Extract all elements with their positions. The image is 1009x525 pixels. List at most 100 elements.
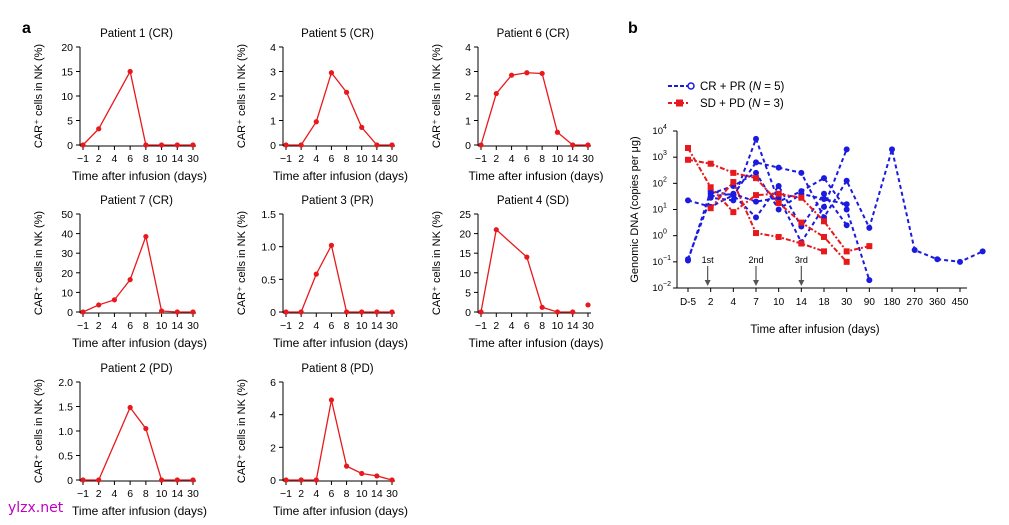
x-tick-label: 6 [524, 320, 530, 332]
y-tick-label: 0 [270, 140, 276, 152]
data-point [343, 463, 350, 469]
data-point [283, 477, 289, 483]
data-point [570, 309, 576, 315]
x-tick-label: −1 [280, 488, 292, 500]
data-point [866, 277, 873, 284]
y-tick-label: 10 [652, 205, 663, 216]
x-tick-label: 4 [509, 153, 515, 165]
data-point [190, 142, 196, 148]
x-tick-label: 30 [386, 153, 398, 165]
chart-title: Patient 3 (PR) [301, 195, 373, 207]
data-point [313, 271, 319, 277]
y-tick-label: 0 [67, 140, 73, 152]
x-axis-label: Time after infusion (days) [469, 169, 604, 183]
x-axis-label: Time after infusion (days) [72, 336, 207, 350]
data-point [328, 70, 335, 76]
data-point [374, 473, 380, 479]
patient-chart-5: 0 0.5 1.0 1.5 −1 2 4 6 8 10 14 30 Patient 3 (PR) Time… [236, 195, 408, 350]
data-point [798, 194, 805, 201]
y-tick-label: 2 [465, 91, 471, 103]
series-line [687, 184, 848, 261]
y-tick-label: 1.5 [261, 209, 276, 221]
x-tick-label: 2 [96, 488, 102, 500]
data-point [143, 425, 149, 432]
y-axis-label: CAR⁺ cells in NK (%) [431, 44, 443, 148]
x-axis-label: Time after infusion (days) [273, 504, 408, 518]
y-tick-label: 2 [270, 91, 276, 103]
x-tick-label: 10 [356, 320, 368, 332]
data-point [911, 247, 918, 254]
chart-title: Patient 6 (CR) [497, 28, 570, 40]
x-tick-label: −1 [77, 488, 89, 500]
data-point [313, 119, 319, 125]
data-point [843, 201, 850, 208]
x-tick-label: 14 [171, 153, 183, 165]
y-tick-label: 10 [652, 283, 663, 294]
x-tick-label: 4 [509, 320, 515, 332]
x-tick-label: 30 [187, 488, 199, 500]
x-tick-label: 6 [329, 320, 335, 332]
x-tick-label: 10 [356, 488, 368, 500]
x-tick-label: 30 [187, 320, 199, 332]
chart-title: Patient 2 (PD) [100, 363, 172, 375]
chart-title: Patient 8 (PD) [301, 363, 373, 375]
legend-label: SD + PD (N = 3) [700, 98, 784, 110]
y-tick-label: 3 [270, 67, 276, 79]
data-point [389, 142, 395, 148]
y-tick-label: 0.5 [261, 274, 276, 286]
y-tick-label: 15 [459, 248, 471, 260]
x-tick-label: 2 [298, 153, 304, 165]
x-tick-label: 6 [127, 320, 133, 332]
panel-b-label: b [628, 20, 638, 37]
data-point [798, 219, 805, 226]
x-tick-label: 8 [143, 488, 149, 500]
data-point [127, 277, 133, 283]
x-tick-label: −1 [280, 153, 292, 165]
x-tick-label: 14 [371, 488, 383, 500]
data-point [866, 243, 873, 250]
x-tick-label: −1 [77, 320, 89, 332]
y-tick-label: 10 [61, 91, 73, 103]
y-tick-label: 4 [270, 42, 276, 54]
data-point [753, 214, 759, 221]
data-point [478, 142, 484, 148]
series-line [286, 399, 393, 481]
x-axis-label: Time after infusion (days) [72, 169, 207, 183]
chart-title: Patient 5 (CR) [301, 28, 374, 40]
data-point [524, 70, 530, 76]
data-point [957, 258, 963, 265]
x-tick-label: 30 [187, 153, 199, 165]
y-tick-label: 1.0 [261, 242, 276, 254]
y-tick-label: 25 [459, 209, 471, 221]
x-tick-label: D-5 [680, 297, 697, 308]
x-tick-label: 30 [386, 320, 398, 332]
x-tick-label: 4 [731, 297, 737, 308]
x-tick-label: 180 [884, 297, 901, 308]
x-tick-label: 8 [539, 153, 545, 165]
x-axis-label: Time after infusion (days) [273, 169, 408, 183]
data-point [685, 156, 691, 163]
x-tick-label: 2 [493, 153, 499, 165]
x-tick-label: 360 [929, 297, 946, 308]
data-point [707, 205, 714, 212]
y-tick-label: 0 [465, 307, 471, 319]
data-point [80, 477, 86, 483]
data-point [127, 404, 133, 411]
y-tick-label: 10 [61, 287, 73, 299]
data-point [570, 142, 576, 148]
series-line [687, 158, 848, 263]
y-axis-label: CAR⁺ cells in NK (%) [431, 211, 443, 315]
x-tick-label: 10 [552, 320, 564, 332]
y-tick-label: 1.0 [58, 426, 73, 438]
data-point [174, 477, 180, 483]
data-point [158, 308, 165, 314]
x-tick-label: 2 [708, 297, 714, 308]
x-tick-label: 8 [539, 320, 545, 332]
data-point [359, 470, 365, 477]
y-tick-label: 1.5 [58, 402, 73, 414]
